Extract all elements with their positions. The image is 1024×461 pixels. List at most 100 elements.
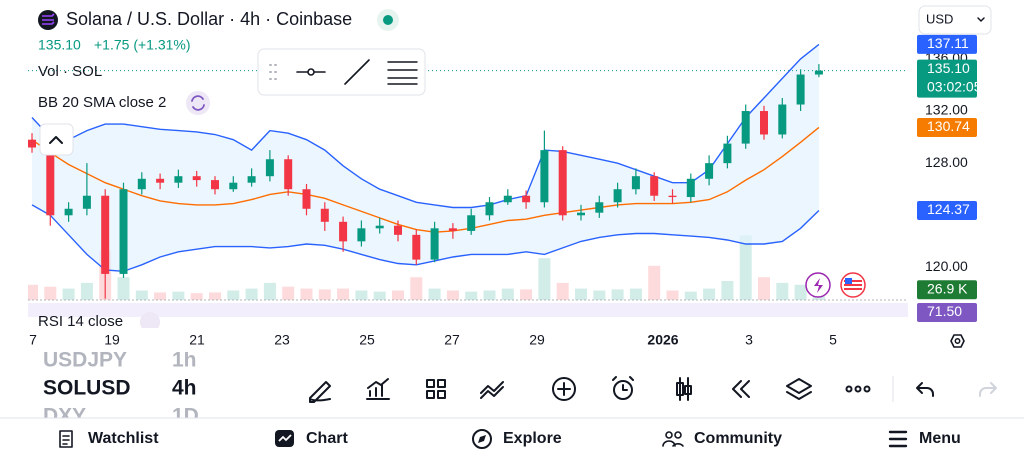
layouts-tool[interactable] [426,379,446,399]
bb-settings-icon [191,95,205,111]
volume-tag [917,280,977,300]
candle-body [705,163,714,179]
trend-line-tool[interactable] [344,59,370,85]
interval-item[interactable]: 1D [172,405,199,428]
y-tick-label: 128.00 [925,154,968,170]
indicators-tool[interactable] [366,378,390,400]
bottom-nav: Watchlist Chart Explore Community Menu [59,429,961,449]
objects-tool[interactable] [786,378,812,400]
collapse-legend[interactable] [39,123,74,156]
volume-bar [538,258,551,300]
volume-bar [703,288,716,300]
candle-body [174,176,183,183]
volume-bar [465,291,478,300]
symbol-item[interactable]: DXY [43,405,86,428]
rsi-tag-label: 71.50 [927,303,962,319]
candle-body [723,143,732,164]
chart-icon-line [278,434,292,442]
volume-bar [629,288,642,300]
chart-settings[interactable] [950,334,965,348]
volume-bar [227,290,240,300]
community-icon-body [662,440,684,447]
x-axis: 7 19 21 23 25 27 29 2026 3 5 [29,332,837,348]
lightning-icon [814,278,823,293]
candle-body [448,228,457,231]
volume-bar [135,290,148,300]
volume-bar [648,265,661,300]
compare-tool[interactable] [480,381,504,399]
volume-bar [337,288,350,300]
volume-bar [575,288,587,300]
interval-item[interactable]: 4h [172,377,197,400]
symbol-item[interactable]: SOLUSD [43,377,131,400]
more-dot [854,385,862,393]
menu-icon [888,430,908,448]
candle-body [357,228,366,242]
candle-body [412,234,421,260]
symbol-item[interactable]: USDJPY [43,349,127,372]
logo-glyph [42,13,55,25]
redo[interactable] [979,382,997,397]
x-tick-label: 2026 [647,332,678,348]
more-dot [863,385,871,393]
price-tag-label: 137.11 [927,35,969,51]
currency-select[interactable] [918,5,992,35]
nav-item[interactable]: Explore [503,430,562,447]
candle-body [631,176,640,190]
volume-bar [80,282,93,300]
x-tick-label: 27 [444,332,460,348]
chart-type-tool[interactable] [676,377,692,401]
community-icon [674,431,682,439]
volume-tag-label: 26.9 K [927,280,968,296]
nav-item[interactable]: Community [694,430,782,447]
more-dot[interactable] [845,385,853,393]
volume-bar [282,286,295,300]
volume-bar [190,293,203,300]
candle-body [760,111,768,135]
nav-item[interactable]: Menu [919,430,961,447]
y-tick-label: 132.00 [925,102,968,118]
countdown: 03:02:05 [927,78,982,94]
nav-item[interactable]: Chart [306,430,348,447]
nav-item[interactable]: Watchlist [88,430,159,447]
bb-settings[interactable] [186,91,210,115]
replay-tool[interactable] [732,380,750,398]
candle-body [265,159,274,177]
rsi-pane: RSI 14 close [28,303,908,330]
symbol-title[interactable]: Solana / U.S. Dollar · 4h · Coinbase [66,9,352,29]
candle-body [320,208,329,222]
interval-item[interactable]: 1h [172,349,197,372]
candle-body [668,195,677,198]
candle-body [540,150,549,203]
price-change: +1.75 (+1.31%) [94,37,191,53]
candle-body [503,195,512,203]
volume-bar [556,282,569,300]
channel-tool[interactable] [387,61,418,85]
draw-tool[interactable] [309,381,331,403]
candle-body [650,176,659,196]
chevron-up [49,136,63,144]
candle-body [82,195,91,209]
volume-bar [62,288,75,300]
candle-body [247,176,256,183]
candle-body [192,176,201,181]
volume-bar [794,284,807,300]
rsi-icon [140,312,160,328]
volume-bar [684,291,697,300]
candle-body [485,202,494,216]
volume-bar [483,290,496,300]
volume-bar [209,292,221,300]
add-symbol-tool[interactable] [552,377,576,401]
volume-bar [154,292,167,300]
rsi-legend: RSI 14 close [38,313,123,330]
alert-tool[interactable] [613,380,633,400]
candle-body [46,147,55,216]
drag-handle[interactable] [269,64,277,80]
candle-body [302,189,311,209]
volume-bar [373,291,386,300]
undo[interactable] [916,382,934,397]
volume-bar [245,288,258,300]
price-pane [28,43,908,300]
